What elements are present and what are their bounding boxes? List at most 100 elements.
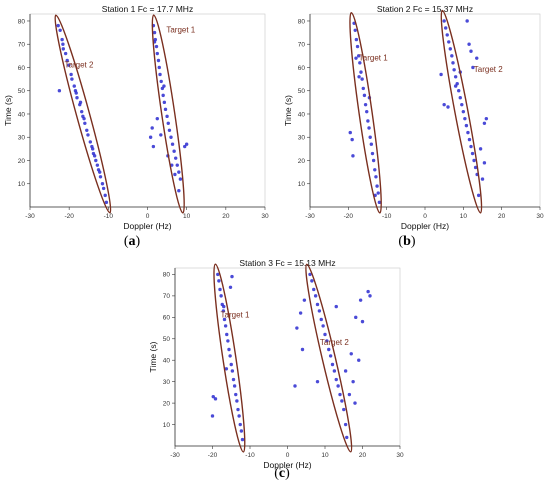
y-tick-label: 20 — [298, 158, 306, 165]
data-point-s2 — [439, 72, 443, 77]
data-point-s1 — [219, 294, 223, 298]
data-point-s1 — [60, 37, 64, 42]
y-axis-label: Time (s) — [148, 341, 158, 372]
data-point-s1 — [236, 407, 240, 412]
plot-frame — [309, 13, 541, 208]
data-point-s2 — [327, 347, 331, 352]
data-point-s2 — [157, 65, 161, 70]
data-point-s2 — [310, 279, 314, 283]
data-point-s2 — [177, 170, 181, 174]
data-point-s1 — [70, 77, 74, 81]
data-point-s1 — [56, 23, 60, 28]
data-point-s2 — [162, 84, 166, 88]
data-point-s2 — [184, 142, 189, 146]
data-point-s2 — [452, 68, 456, 72]
data-point-s2 — [336, 384, 340, 388]
chart-title: Station 1 Fc = 17.7 MHz — [102, 4, 193, 14]
data-point-s1 — [67, 63, 71, 67]
y-tick-label: 20 — [163, 400, 171, 407]
data-point-s2 — [458, 96, 462, 100]
data-point-s1 — [351, 154, 355, 158]
data-point-s2 — [298, 311, 303, 315]
data-point-s2 — [325, 339, 329, 343]
data-point-s2 — [334, 377, 338, 382]
y-tick-label: 40 — [298, 111, 306, 118]
x-tick-label: 20 — [222, 213, 230, 220]
data-point-s2 — [368, 294, 372, 298]
y-tick-label: 40 — [163, 358, 171, 365]
data-point-s2 — [315, 302, 320, 307]
plot-frame — [29, 13, 266, 208]
data-point-s2 — [453, 84, 458, 88]
data-point-s1 — [98, 175, 103, 179]
data-point-s1 — [374, 175, 378, 179]
data-point-s1 — [94, 158, 98, 163]
y-tick-label: 30 — [298, 135, 306, 142]
data-point-s1 — [366, 119, 370, 123]
data-point-s2 — [177, 189, 181, 193]
data-point-s2 — [334, 304, 338, 309]
data-point-s2 — [448, 47, 452, 51]
data-point-s2 — [332, 369, 337, 373]
data-point-s1 — [377, 200, 382, 205]
x-tick-label: -30 — [170, 452, 180, 459]
data-point-s2 — [453, 75, 458, 79]
data-point-s1 — [65, 58, 69, 63]
data-point-s2 — [354, 315, 358, 320]
data-point-s2 — [480, 177, 485, 181]
target-label: Target 1 — [221, 310, 250, 319]
caption-c: (c) — [274, 466, 290, 481]
data-point-s1 — [365, 109, 369, 114]
x-tick-label: -10 — [245, 452, 255, 459]
data-point-s2 — [351, 379, 355, 384]
data-point-s2 — [467, 137, 472, 142]
x-tick-label: 0 — [146, 213, 150, 220]
data-point-s1 — [352, 21, 356, 26]
y-axis-label: Time (s) — [3, 95, 13, 126]
data-point-s1 — [75, 96, 79, 100]
data-point-s1 — [237, 414, 241, 418]
x-axis-label: Doppler (Hz) — [123, 221, 171, 231]
data-point-s1 — [235, 399, 239, 403]
data-point-s2 — [156, 58, 161, 63]
target-ellipse-2 — [305, 263, 353, 453]
data-point-s2 — [466, 130, 470, 135]
target-label: Target 1 — [166, 26, 195, 35]
data-point-s2 — [358, 298, 363, 302]
x-tick-label: -30 — [305, 213, 315, 220]
data-point-s1 — [85, 128, 89, 132]
data-point-s2 — [347, 392, 352, 397]
y-tick-label: 70 — [163, 293, 171, 300]
data-point-s2 — [482, 121, 487, 125]
data-point-s2 — [161, 93, 165, 98]
data-point-s2 — [166, 121, 170, 125]
data-point-s2 — [472, 158, 476, 163]
data-point-s1 — [104, 200, 109, 205]
x-tick-label: -10 — [382, 213, 392, 220]
data-point-s2 — [444, 26, 448, 30]
data-point-s2 — [357, 358, 361, 362]
data-point-s2 — [343, 369, 348, 373]
data-point-s2 — [446, 105, 450, 109]
caption-b: (b) — [398, 234, 416, 249]
y-tick-label: 10 — [298, 181, 306, 188]
data-point-s2 — [321, 324, 325, 328]
data-point-s2 — [315, 379, 320, 384]
x-tick-label: 10 — [321, 452, 329, 459]
y-tick-label: 80 — [298, 18, 306, 25]
data-point-s2 — [445, 33, 449, 37]
data-point-s1 — [360, 77, 364, 81]
y-tick-label: 50 — [18, 88, 26, 95]
x-tick-label: -10 — [104, 213, 114, 220]
data-point-s2 — [173, 172, 177, 177]
data-point-s2 — [159, 79, 163, 84]
data-point-s1 — [355, 44, 360, 49]
data-point-s1 — [230, 369, 235, 373]
data-point-s1 — [86, 133, 90, 137]
data-point-s2 — [450, 54, 454, 58]
data-point-s1 — [228, 354, 232, 358]
data-point-s1 — [83, 121, 87, 125]
data-point-s2 — [442, 102, 446, 107]
data-point-s1 — [222, 317, 227, 322]
data-point-s2 — [340, 399, 344, 403]
